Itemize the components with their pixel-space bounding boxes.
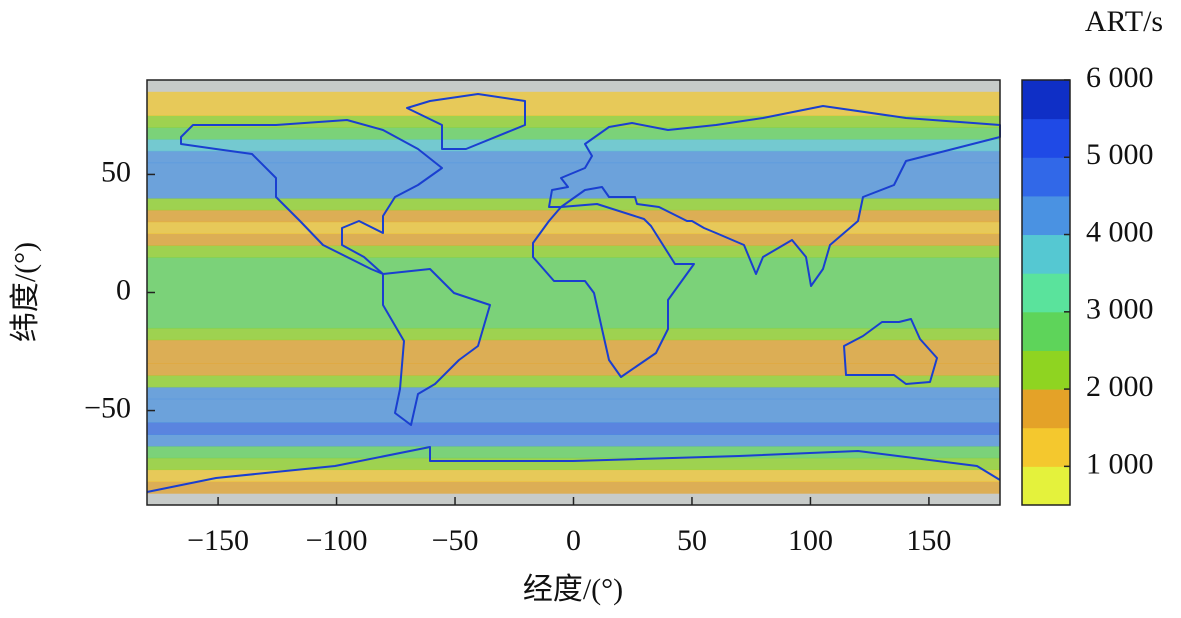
x-tick-label: −50 xyxy=(432,524,479,557)
x-tick-label: 0 xyxy=(566,524,581,557)
colorbar-tick-label: 5 000 xyxy=(1086,138,1154,171)
lat-band xyxy=(147,233,1000,246)
colorbar-segment xyxy=(1022,273,1070,313)
lat-band xyxy=(147,386,1000,400)
lat-band xyxy=(147,481,1000,494)
lat-band xyxy=(147,221,1000,234)
x-tick-label: 150 xyxy=(906,524,951,557)
y-tick-label: 0 xyxy=(116,273,131,306)
colorbar-tick-label: 2 000 xyxy=(1086,370,1154,403)
lat-band xyxy=(147,469,1000,482)
coastline xyxy=(180,119,443,275)
lat-band xyxy=(147,422,1000,435)
colorbar-tick-label: 4 000 xyxy=(1086,215,1154,248)
coastlines xyxy=(146,93,1001,493)
colorbar-segment xyxy=(1022,234,1070,274)
lat-band xyxy=(147,209,1000,223)
lat-band xyxy=(147,245,1000,258)
lat-band xyxy=(147,434,1000,447)
colorbar-tick-label: 6 000 xyxy=(1086,61,1154,94)
lat-band xyxy=(147,375,1000,388)
lat-band xyxy=(147,162,1000,199)
lat-band xyxy=(147,327,1000,341)
colorbar-tick-label: 1 000 xyxy=(1086,447,1154,480)
coastline xyxy=(843,318,938,385)
colorbar-segment xyxy=(1022,389,1070,429)
colorbar-tick-label: 3 000 xyxy=(1086,293,1154,326)
y-axis-label: 纬度/(°) xyxy=(9,242,42,342)
lat-band xyxy=(147,257,1000,329)
coastline xyxy=(406,93,526,150)
colorbar-frame xyxy=(1021,79,1071,506)
x-tick-label: 100 xyxy=(788,524,833,557)
coastline xyxy=(146,446,1001,493)
colorbar-segment xyxy=(1022,157,1070,197)
colorbar-segment xyxy=(1022,311,1070,351)
x-tick-label: 50 xyxy=(677,524,707,557)
x-axis-label: 经度/(°) xyxy=(523,573,623,606)
colorbar-segment xyxy=(1022,466,1070,506)
lat-band xyxy=(147,150,1000,164)
colorbar-segment xyxy=(1022,427,1070,467)
colorbar-segment xyxy=(1022,118,1070,158)
coastline xyxy=(548,105,1001,287)
x-tick-label: −150 xyxy=(187,524,249,557)
lat-band xyxy=(147,127,1000,140)
coastline xyxy=(382,268,491,426)
colorbar-segment xyxy=(1022,350,1070,390)
colorbar-title: ART/s xyxy=(1085,5,1163,38)
heatmap xyxy=(147,80,1000,505)
x-tick-label: −100 xyxy=(306,524,368,557)
y-tick-label: −50 xyxy=(84,391,131,424)
colorbar-segment xyxy=(1022,80,1070,120)
lat-band xyxy=(147,139,1000,152)
lat-band xyxy=(147,398,1000,423)
lat-band xyxy=(147,339,1000,364)
y-tick-label: 50 xyxy=(101,155,131,188)
lat-band xyxy=(147,445,1000,459)
lat-band xyxy=(147,457,1000,471)
colorbar-segment xyxy=(1022,195,1070,236)
lat-band xyxy=(147,198,1000,211)
lat-band xyxy=(147,363,1000,376)
colorbar xyxy=(1022,80,1070,506)
